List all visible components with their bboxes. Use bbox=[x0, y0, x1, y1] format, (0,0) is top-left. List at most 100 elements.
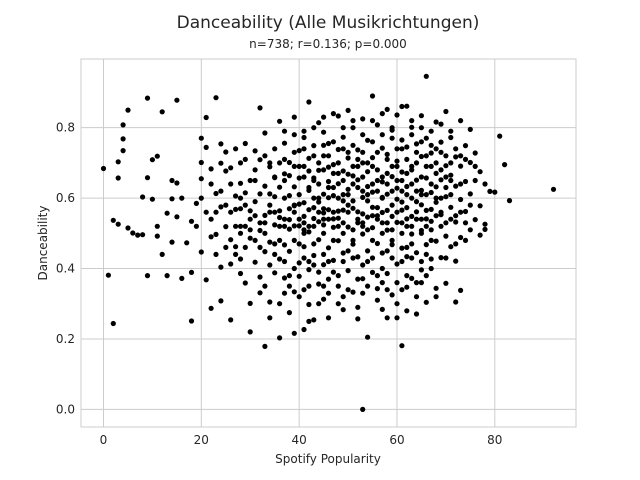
data-point bbox=[286, 248, 292, 254]
data-point bbox=[355, 209, 361, 215]
data-point bbox=[286, 193, 292, 199]
data-point bbox=[286, 206, 292, 212]
data-point bbox=[301, 134, 307, 141]
tick-labels: 0 20 40 60 80 0.0 0.2 0.4 0.6 0.8 bbox=[56, 121, 503, 447]
data-point bbox=[399, 103, 405, 110]
data-point bbox=[458, 196, 464, 203]
data-point bbox=[291, 330, 297, 336]
data-point bbox=[389, 125, 395, 131]
data-point bbox=[301, 128, 307, 134]
data-point bbox=[198, 249, 204, 255]
data-point bbox=[262, 343, 268, 349]
data-point bbox=[281, 140, 288, 146]
data-point bbox=[325, 178, 332, 185]
data-point bbox=[369, 181, 376, 187]
data-point bbox=[404, 170, 410, 176]
data-point bbox=[267, 160, 273, 166]
data-point bbox=[281, 128, 288, 134]
data-point bbox=[311, 241, 317, 247]
data-point bbox=[130, 230, 136, 236]
data-point bbox=[340, 307, 346, 313]
data-point bbox=[242, 280, 248, 286]
data-point bbox=[267, 164, 273, 170]
data-point bbox=[355, 147, 361, 153]
data-point bbox=[472, 163, 478, 169]
data-point bbox=[252, 259, 258, 265]
data-point bbox=[335, 273, 341, 279]
data-point bbox=[379, 132, 385, 138]
data-point bbox=[115, 221, 121, 227]
data-point bbox=[316, 219, 322, 225]
data-point bbox=[316, 209, 322, 215]
data-point bbox=[321, 114, 327, 120]
data-point bbox=[237, 206, 244, 212]
data-point bbox=[272, 174, 278, 180]
data-point bbox=[311, 195, 317, 201]
data-point bbox=[350, 289, 356, 295]
data-point bbox=[321, 230, 327, 236]
x-tick-label: 0 bbox=[100, 433, 108, 447]
data-point bbox=[149, 196, 155, 202]
data-point bbox=[184, 240, 190, 246]
data-point bbox=[409, 213, 415, 219]
data-point bbox=[379, 145, 385, 151]
data-point bbox=[438, 195, 444, 201]
data-point bbox=[379, 209, 385, 216]
data-point bbox=[448, 204, 454, 210]
data-point bbox=[340, 198, 346, 204]
data-point bbox=[423, 223, 429, 229]
data-point bbox=[335, 238, 341, 244]
data-point bbox=[443, 174, 449, 180]
data-point bbox=[179, 195, 185, 201]
data-point bbox=[433, 195, 439, 201]
data-point bbox=[365, 248, 371, 254]
data-point bbox=[369, 189, 376, 195]
data-point bbox=[497, 133, 503, 139]
data-point bbox=[325, 216, 332, 222]
data-point bbox=[228, 261, 234, 267]
data-point bbox=[301, 227, 307, 233]
data-point bbox=[281, 223, 288, 229]
y-tick-label: 0.0 bbox=[56, 402, 75, 416]
data-point bbox=[257, 157, 263, 163]
data-point bbox=[423, 251, 429, 257]
data-point bbox=[262, 220, 268, 226]
data-point bbox=[369, 225, 376, 231]
data-point bbox=[306, 99, 312, 105]
data-point bbox=[169, 239, 175, 245]
data-point bbox=[296, 273, 302, 279]
data-point bbox=[247, 300, 253, 306]
data-point bbox=[325, 276, 332, 282]
data-point bbox=[242, 223, 248, 229]
data-point bbox=[223, 168, 229, 174]
data-point bbox=[404, 103, 410, 109]
data-point bbox=[487, 188, 493, 194]
data-point bbox=[330, 216, 336, 222]
data-point bbox=[325, 153, 332, 159]
data-point bbox=[316, 195, 322, 201]
data-point bbox=[267, 202, 273, 208]
data-point bbox=[321, 222, 327, 228]
data-point bbox=[384, 287, 390, 293]
data-point bbox=[355, 220, 361, 226]
data-point bbox=[272, 146, 278, 152]
data-point bbox=[213, 95, 219, 101]
data-point bbox=[369, 213, 376, 219]
data-point bbox=[350, 237, 356, 243]
data-point bbox=[296, 260, 302, 266]
data-point bbox=[291, 289, 297, 295]
data-point bbox=[277, 118, 283, 124]
data-point bbox=[321, 191, 327, 197]
data-point bbox=[198, 176, 204, 182]
data-point bbox=[330, 170, 336, 176]
data-point bbox=[330, 111, 336, 117]
data-point bbox=[286, 173, 292, 179]
data-point bbox=[223, 149, 229, 155]
data-point bbox=[399, 146, 405, 152]
data-point bbox=[237, 230, 244, 236]
data-point bbox=[355, 184, 361, 191]
data-point bbox=[360, 160, 366, 166]
data-point bbox=[404, 273, 410, 279]
data-point bbox=[360, 132, 366, 138]
data-point bbox=[306, 283, 312, 289]
